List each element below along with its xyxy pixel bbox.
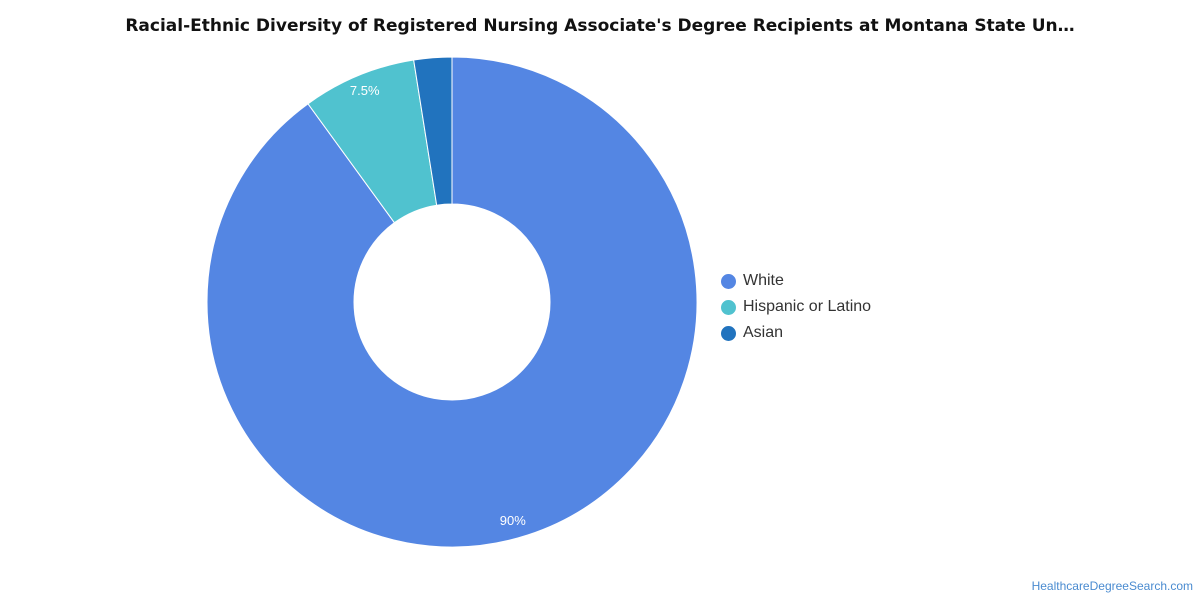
legend-item-hispanic-or-latino[interactable]: Hispanic or Latino [721,294,871,320]
legend-label-asian: Asian [743,324,784,341]
legend-item-white[interactable]: White [721,268,871,294]
legend-swatch-asian [721,325,736,341]
data-label-white: 90% [500,513,526,528]
slice-asian[interactable] [413,56,453,206]
legend-item-asian[interactable]: Asian [721,320,871,346]
legend-label-hispanic-or-latino: Hispanic or Latino [743,298,872,315]
legend-swatch-hispanic-or-latino [721,299,736,315]
legend-swatch-white [721,273,736,289]
slice-white[interactable] [206,56,698,548]
data-label-hispanic-or-latino: 7.5% [350,83,380,98]
legend-label-white: White [743,272,784,289]
chart-legend: White Hispanic or Latino Asian [721,268,871,346]
source-link[interactable]: HealthcareDegreeSearch.com [1031,579,1193,593]
chart-title: Racial-Ethnic Diversity of Registered Nu… [125,16,1075,36]
